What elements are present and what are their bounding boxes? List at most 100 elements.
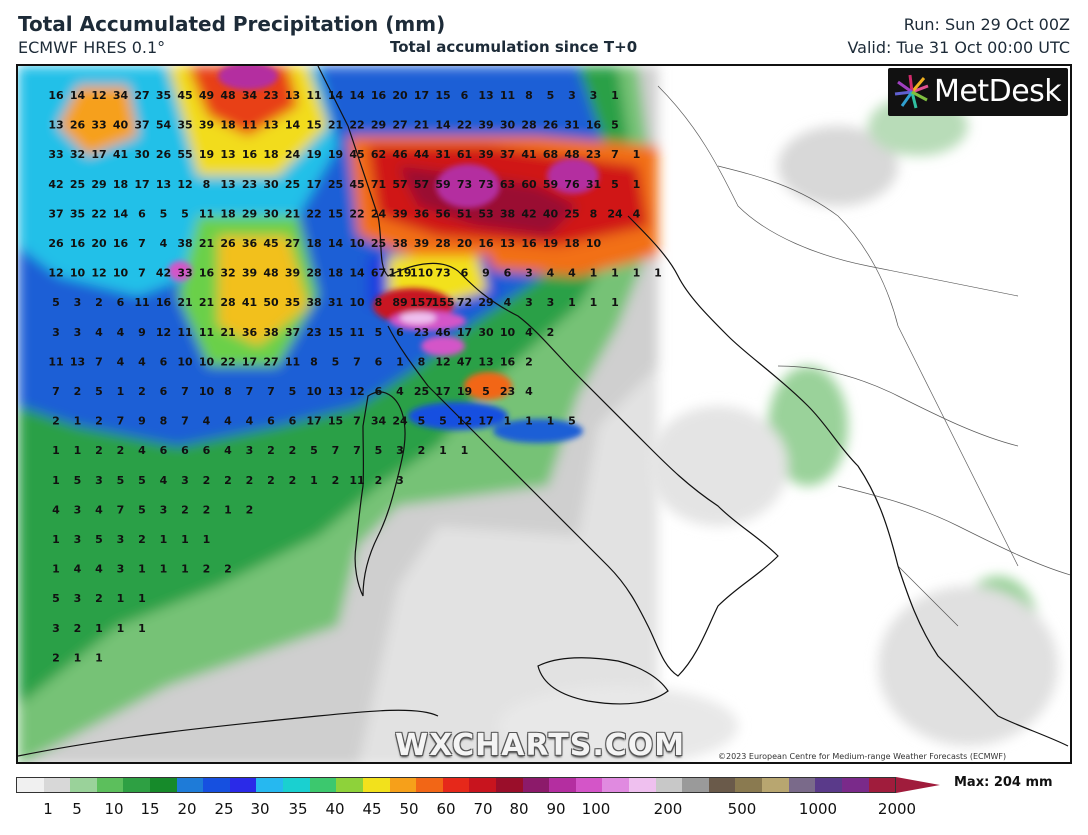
grid-value-label: 7 bbox=[95, 355, 103, 368]
grid-value-label: 17 bbox=[435, 385, 450, 398]
magenta-core-east-alps bbox=[547, 158, 599, 194]
grid-value-label: 9 bbox=[138, 415, 146, 428]
grid-value-label: 12 bbox=[91, 267, 106, 280]
grid-value-label: 32 bbox=[70, 148, 85, 161]
grid-value-label: 38 bbox=[392, 237, 407, 250]
grid-value-label: 11 bbox=[349, 474, 364, 487]
grid-value-label: 28 bbox=[306, 267, 321, 280]
grid-value-label: 4 bbox=[138, 355, 146, 368]
grid-value-label: 13 bbox=[478, 355, 493, 368]
grid-value-label: 24 bbox=[285, 148, 301, 161]
grid-value-label: 61 bbox=[457, 148, 472, 161]
grid-value-label: 5 bbox=[611, 119, 619, 132]
grid-value-label: 16 bbox=[199, 267, 215, 280]
grid-value-label: 2 bbox=[117, 444, 125, 457]
grid-value-label: 12 bbox=[156, 326, 171, 339]
grid-value-label: 3 bbox=[74, 503, 82, 516]
grid-value-label: 11 bbox=[177, 326, 192, 339]
color-swatch bbox=[575, 778, 603, 792]
grid-value-label: 26 bbox=[70, 119, 86, 132]
grid-value-label: 44 bbox=[414, 148, 430, 161]
grid-value-label: 4 bbox=[117, 326, 125, 339]
grid-value-label: 1 bbox=[590, 296, 598, 309]
grid-value-label: 4 bbox=[224, 444, 232, 457]
grid-value-label: 6 bbox=[396, 326, 404, 339]
grid-value-label: 68 bbox=[543, 148, 558, 161]
grid-value-label: 41 bbox=[521, 148, 536, 161]
grid-value-label: 3 bbox=[525, 267, 533, 280]
color-swatch bbox=[229, 778, 257, 792]
grid-value-label: 2 bbox=[289, 474, 297, 487]
grid-value-label: 26 bbox=[156, 148, 172, 161]
grid-value-label: 18 bbox=[263, 148, 278, 161]
grid-value-label: 13 bbox=[220, 148, 235, 161]
grid-value-label: 1 bbox=[504, 415, 512, 428]
grid-value-label: 2 bbox=[289, 444, 297, 457]
grid-value-label: 1 bbox=[117, 385, 125, 398]
grid-value-label: 5 bbox=[332, 355, 340, 368]
grid-value-label: 4 bbox=[224, 415, 232, 428]
color-scale-tick-label: 40 bbox=[325, 800, 345, 818]
grid-value-label: 7 bbox=[353, 415, 361, 428]
grid-value-label: 3 bbox=[246, 444, 254, 457]
grid-value-label: 4 bbox=[95, 326, 103, 339]
grid-value-label: 7 bbox=[138, 237, 146, 250]
grid-value-label: 12 bbox=[48, 267, 63, 280]
color-swatch bbox=[708, 778, 736, 792]
magenta-spot-west bbox=[168, 261, 192, 281]
grid-value-label: 49 bbox=[199, 89, 214, 102]
grid-value-label: 1 bbox=[224, 503, 232, 516]
grid-value-label: 16 bbox=[371, 89, 387, 102]
metdesk-burst-icon bbox=[894, 74, 929, 109]
grid-value-label: 1 bbox=[52, 563, 60, 576]
grid-value-label: 1 bbox=[310, 474, 318, 487]
france-coast bbox=[317, 66, 349, 127]
grid-value-label: 11 bbox=[285, 355, 300, 368]
color-swatch bbox=[655, 778, 683, 792]
grid-value-label: 25 bbox=[414, 385, 429, 398]
grey-hungary bbox=[778, 126, 898, 206]
italy-coast bbox=[347, 125, 779, 677]
grid-value-label: 6 bbox=[267, 415, 275, 428]
grid-value-label: 22 bbox=[349, 207, 364, 220]
grid-value-label: 26 bbox=[543, 119, 559, 132]
grid-value-label: 5 bbox=[52, 296, 60, 309]
grid-value-label: 39 bbox=[285, 267, 300, 280]
color-scale-tick-label: 1000 bbox=[798, 800, 838, 818]
grid-value-label: 21 bbox=[199, 237, 214, 250]
grid-value-label: 4 bbox=[160, 474, 168, 487]
grey-adriatic bbox=[648, 406, 788, 526]
grid-value-label: 38 bbox=[177, 237, 192, 250]
grid-value-label: 27 bbox=[134, 89, 149, 102]
grid-value-label: 1 bbox=[74, 415, 82, 428]
accumulation-subtitle: Total accumulation since T+0 bbox=[390, 38, 638, 56]
grid-value-label: 1 bbox=[52, 533, 60, 546]
grid-value-label: 7 bbox=[138, 267, 146, 280]
grid-value-label: 27 bbox=[263, 355, 278, 368]
color-scale-tick-label: 45 bbox=[362, 800, 382, 818]
border-3 bbox=[897, 325, 1019, 567]
grid-value-label: 10 bbox=[500, 326, 516, 339]
grid-value-label: 12 bbox=[435, 355, 450, 368]
color-swatch bbox=[549, 778, 576, 792]
map-canvas: 16 14 12 34 27 35 45 49 48 34 23 13 11 14 14 16 20 17 15 6 1… bbox=[18, 66, 1070, 762]
grid-value-label: 7 bbox=[611, 148, 619, 161]
grid-value-label: 46 bbox=[435, 326, 451, 339]
grid-value-label: 2 bbox=[525, 355, 533, 368]
color-swatch bbox=[203, 778, 230, 792]
grid-value-label: 18 bbox=[564, 237, 579, 250]
run-time-label: Run: Sun 29 Oct 00Z bbox=[903, 15, 1070, 34]
grid-value-label: 1 bbox=[160, 563, 168, 576]
grid-value-label: 45 bbox=[349, 148, 364, 161]
grid-value-label: 37 bbox=[285, 326, 300, 339]
metdesk-logo: MetDesk bbox=[888, 68, 1068, 116]
grid-value-label: 6 bbox=[117, 296, 125, 309]
grid-value-label: 38 bbox=[263, 326, 278, 339]
precipitation-map[interactable]: 16 14 12 34 27 35 45 49 48 34 23 13 11 14 14 16 20 17 15 6 1… bbox=[16, 64, 1072, 764]
grid-value-label: 1 bbox=[181, 533, 189, 546]
grid-value-label: 22 bbox=[220, 355, 235, 368]
color-swatch bbox=[96, 778, 124, 792]
grid-value-label: 1 bbox=[461, 444, 469, 457]
grid-value-label: 37 bbox=[134, 119, 149, 132]
grid-value-label: 5 bbox=[547, 89, 555, 102]
